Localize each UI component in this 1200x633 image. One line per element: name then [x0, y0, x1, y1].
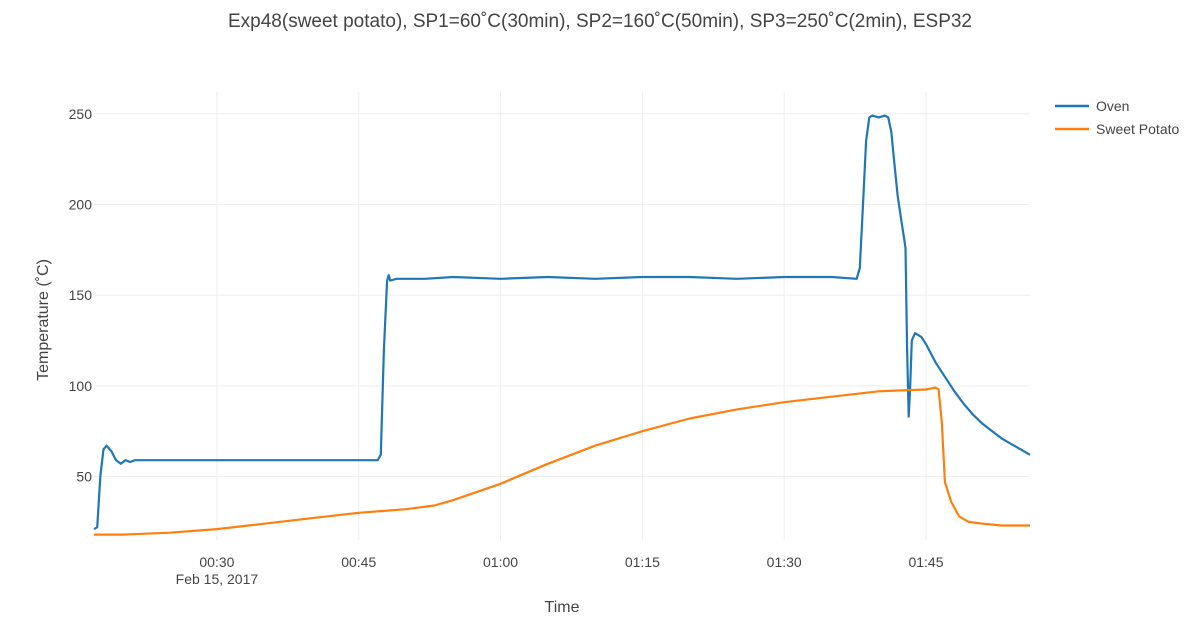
legend-item-label[interactable]: Sweet Potato	[1096, 121, 1179, 137]
series-group	[93, 114, 1031, 536]
series-line-sweet-potato	[94, 386, 1030, 536]
y-tick-label: 200	[69, 196, 93, 212]
x-tick-label: 01:00	[483, 554, 518, 570]
y-tick-label: 250	[69, 106, 93, 122]
x-tick-label: 00:45	[341, 554, 376, 570]
y-axis-label: Temperature (˚C)	[35, 259, 52, 381]
x-tick-label: 01:15	[625, 554, 660, 570]
grid	[94, 92, 1030, 540]
x-tick-sublabel: Feb 15, 2017	[176, 571, 259, 587]
x-tick-label: 00:30	[199, 554, 234, 570]
y-tick-label: 100	[69, 378, 93, 394]
chart-title: Exp48(sweet potato), SP1=60˚C(30min), SP…	[228, 11, 972, 32]
x-tick-label: 01:45	[908, 554, 943, 570]
y-axis-ticks: 50 100 150 200 250	[69, 106, 93, 485]
series-line-oven	[93, 114, 1031, 531]
y-tick-label: 50	[76, 469, 92, 485]
y-tick-label: 150	[69, 287, 93, 303]
x-tick-label: 01:30	[767, 554, 802, 570]
legend[interactable]: Oven Sweet Potato	[1055, 98, 1179, 137]
x-axis-label: Time	[545, 599, 580, 616]
legend-item-label[interactable]: Oven	[1096, 98, 1129, 114]
